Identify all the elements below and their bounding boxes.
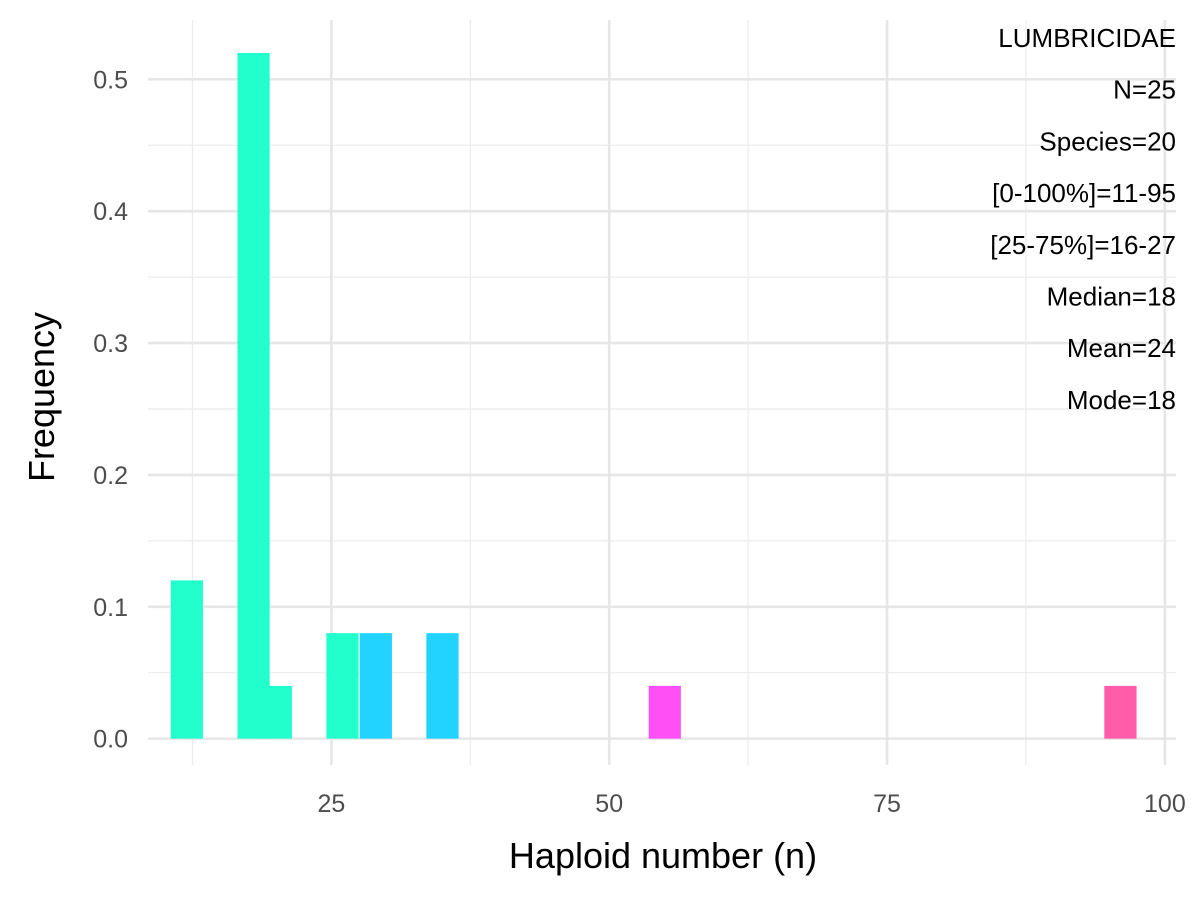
y-tick-label: 0.0: [93, 726, 128, 754]
y-axis-title: Frequency: [21, 312, 62, 482]
x-tick-label: 100: [1144, 790, 1186, 818]
stat-line: [25-75%]=16-27: [990, 230, 1176, 260]
x-axis-title: Haploid number (n): [509, 835, 817, 876]
x-tick-label: 50: [595, 790, 623, 818]
y-tick-label: 0.1: [93, 594, 128, 622]
stat-line: Median=18: [1047, 282, 1176, 312]
x-axis-tick-labels: 25 50 75 100: [317, 790, 1185, 818]
histogram-bar: [237, 52, 270, 739]
histogram-bar: [170, 580, 204, 739]
y-tick-label: 0.2: [93, 462, 128, 490]
histogram-bar: [648, 685, 681, 739]
y-axis-tick-labels: 0.0 0.1 0.2 0.3 0.4 0.5: [93, 66, 128, 753]
histogram-bar: [359, 633, 392, 739]
stat-line: N=25: [1113, 75, 1176, 105]
grid-lines: [148, 20, 1176, 765]
y-tick-label: 0.3: [93, 330, 128, 358]
y-tick-label: 0.5: [93, 66, 128, 94]
stats-annotation: LUMBRICIDAE N=25 Species=20 [0-100%]=11-95 […: [990, 23, 1176, 415]
stat-line: Mode=18: [1067, 385, 1176, 415]
stat-line: LUMBRICIDAE: [998, 23, 1176, 53]
y-tick-label: 0.4: [93, 198, 128, 226]
histogram-bar: [259, 685, 292, 739]
histogram-bar: [1104, 685, 1137, 739]
histogram-bars: [170, 52, 1137, 739]
stat-line: [0-100%]=11-95: [992, 178, 1176, 208]
x-tick-label: 75: [873, 790, 901, 818]
histogram-bar: [326, 633, 359, 739]
histogram-bar: [426, 633, 459, 739]
x-tick-label: 25: [317, 790, 345, 818]
stat-line: Mean=24: [1067, 333, 1176, 363]
stat-line: Species=20: [1039, 126, 1176, 156]
